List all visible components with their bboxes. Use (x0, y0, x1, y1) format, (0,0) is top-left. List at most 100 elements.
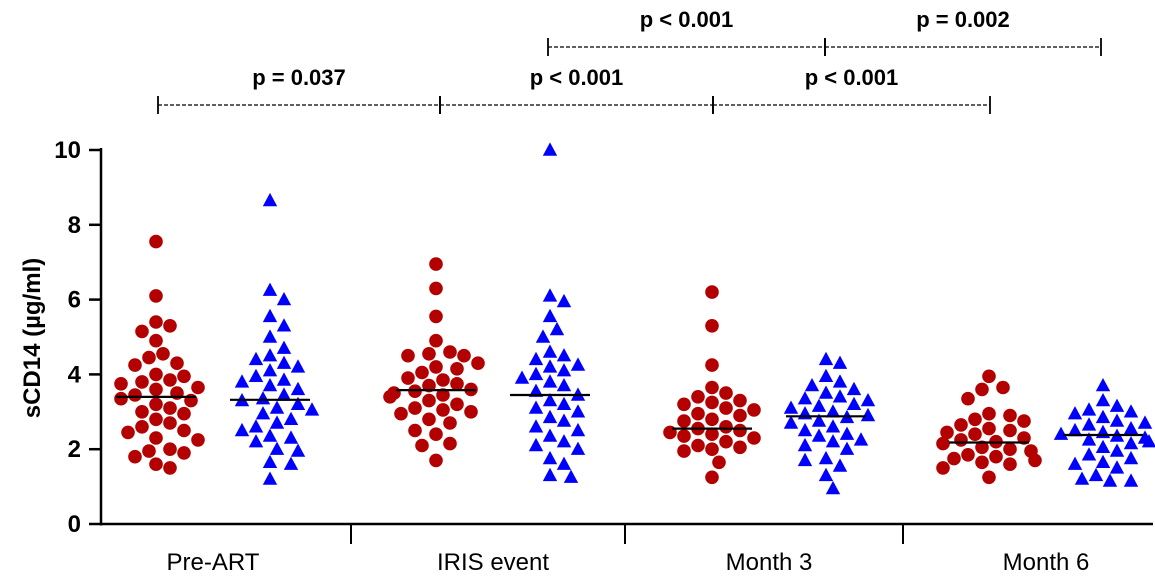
triangle-point (556, 378, 572, 392)
circle-point (450, 362, 464, 376)
circle-point (429, 453, 443, 468)
circle-point (989, 449, 1003, 464)
triangle-point (528, 351, 544, 366)
circle-point (691, 390, 705, 404)
triangle-point (262, 348, 278, 362)
triangle-point (797, 452, 813, 467)
circle-point (177, 406, 191, 421)
triangle-point (1067, 456, 1083, 470)
circle-point (163, 319, 177, 333)
triangle-point (832, 355, 848, 369)
triangle-point (269, 400, 285, 414)
circle-point (170, 356, 184, 371)
triangle-point (1109, 398, 1125, 412)
circle-point (142, 350, 156, 365)
triangle-point (1088, 467, 1104, 482)
circle-point (947, 451, 961, 466)
triangle-point (563, 469, 579, 483)
triangle-point (556, 348, 572, 362)
circle-point (691, 406, 705, 421)
circle-point (149, 457, 163, 472)
triangle-point (818, 351, 834, 366)
x-category-label: Pre-ART (167, 549, 260, 576)
triangle-point (290, 381, 306, 396)
triangle-point (262, 454, 278, 468)
triangle-point (570, 441, 586, 455)
circle-point (733, 408, 747, 423)
triangle-point (556, 434, 572, 448)
circle-point (733, 440, 747, 455)
circle-point (961, 448, 975, 462)
triangle-point (1137, 415, 1153, 429)
circle-point (975, 382, 989, 397)
y-tick-label: 10 (54, 137, 81, 164)
triangle-point (262, 329, 278, 343)
circle-point (975, 440, 989, 455)
triangle-point (1095, 424, 1111, 439)
circle-point (719, 386, 733, 400)
triangle-point (262, 308, 278, 323)
circle-point (422, 347, 436, 361)
triangle-point (811, 413, 827, 427)
triangle-point (1067, 422, 1083, 437)
circle-point (135, 324, 149, 339)
triangle-point (1123, 421, 1139, 435)
triangle-point (276, 387, 292, 401)
triangle-point (304, 402, 320, 416)
circle-point (128, 388, 142, 402)
circle-point (1003, 457, 1017, 472)
x-category-label: Month 3 (726, 549, 813, 576)
triangle-point (542, 344, 558, 358)
triangle-point (528, 400, 544, 414)
circle-point (422, 393, 436, 408)
y-tick-label: 4 (68, 361, 82, 388)
triangle-point (1109, 443, 1125, 457)
circle-point (464, 405, 478, 419)
circle-point (982, 421, 996, 436)
circle-point (1017, 414, 1031, 428)
triangle-point (276, 355, 292, 369)
triangle-point (825, 434, 841, 448)
triangle-point (556, 413, 572, 427)
triangle-point (839, 441, 855, 455)
triangle-point (269, 415, 285, 429)
triangle-point (839, 426, 855, 440)
triangle-point (542, 393, 558, 407)
triangle-point (290, 443, 306, 457)
circle-point (471, 356, 485, 371)
triangle-point (1067, 406, 1083, 420)
circle-point (163, 373, 177, 387)
circle-point (719, 420, 733, 434)
circle-point (163, 461, 177, 475)
circle-point (156, 347, 170, 361)
circle-point (982, 369, 996, 384)
circle-point (1028, 453, 1042, 468)
y-tick-label: 0 (68, 511, 81, 538)
triangle-point (1123, 473, 1139, 487)
triangle-point (1123, 436, 1139, 450)
circle-point (408, 401, 422, 415)
circle-point (401, 348, 415, 363)
axes: 0 2 4 6 8 10 Pre-ART IRIS event Month 3 Month 6 (54, 137, 1153, 576)
circle-point (450, 397, 464, 412)
circle-point (705, 470, 719, 485)
triangle-point (542, 288, 558, 302)
p-value-label: p = 0.002 (916, 7, 1010, 32)
triangle-point (1081, 402, 1097, 416)
circle-point (705, 442, 719, 457)
circle-point (968, 412, 982, 427)
circle-point (954, 418, 968, 432)
triangle-point (1109, 413, 1125, 427)
triangle-point (248, 434, 264, 448)
circle-point (436, 403, 450, 417)
circle-point (733, 393, 747, 408)
circle-point (677, 444, 691, 458)
triangle-point (535, 329, 551, 343)
circle-point (149, 397, 163, 412)
triangle-point (528, 437, 544, 452)
triangle-point (255, 391, 271, 405)
triangle-point (1095, 393, 1111, 407)
triangle-point (846, 396, 862, 410)
circle-point (429, 309, 443, 324)
circle-point (429, 257, 443, 271)
